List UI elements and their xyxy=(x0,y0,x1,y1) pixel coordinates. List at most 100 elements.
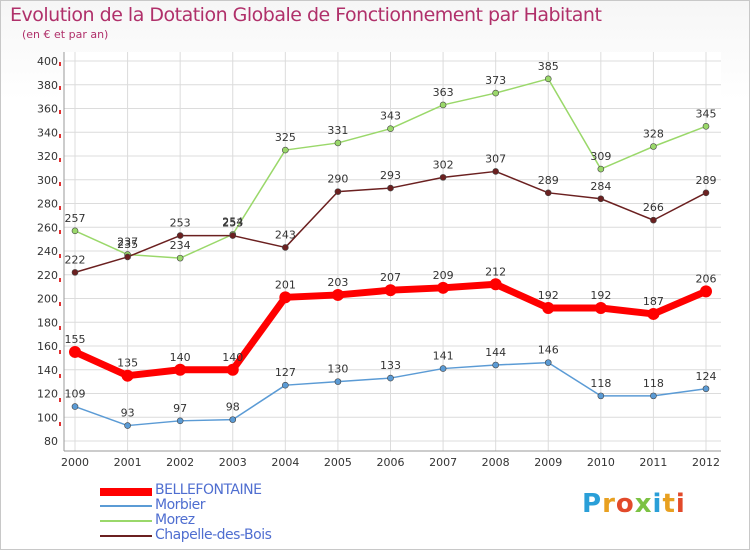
data-point xyxy=(489,278,502,291)
data-point xyxy=(124,422,131,429)
data-label: 237 xyxy=(117,236,138,249)
data-point xyxy=(542,302,555,314)
data-label: 97 xyxy=(173,402,187,415)
data-point xyxy=(334,139,342,147)
data-label: 127 xyxy=(275,366,296,379)
legend-swatch-bellefontaine xyxy=(100,488,152,496)
data-point xyxy=(282,381,289,389)
x-tick-label: 2008 xyxy=(482,456,510,469)
data-point xyxy=(650,216,657,224)
x-tick-label: 2005 xyxy=(324,456,352,469)
legend-swatch-morbier xyxy=(100,505,152,507)
data-label: 266 xyxy=(643,201,664,214)
data-label: 290 xyxy=(327,173,348,186)
data-label: 135 xyxy=(117,357,138,370)
data-label: 254 xyxy=(222,215,243,228)
logo-letter: r xyxy=(602,489,616,519)
data-point xyxy=(387,125,394,132)
data-point xyxy=(174,363,187,376)
data-point xyxy=(229,416,237,423)
data-label: 140 xyxy=(170,351,191,364)
chart-title: Evolution de la Dotation Globale de Fonc… xyxy=(10,4,602,26)
logo-letter: o xyxy=(615,489,635,519)
y-tick-label: 340 xyxy=(37,126,58,139)
data-label: 141 xyxy=(433,350,454,363)
data-point xyxy=(492,168,499,175)
y-tick-label: 100 xyxy=(37,411,58,424)
data-point xyxy=(544,189,552,197)
data-point xyxy=(384,284,397,297)
data-point xyxy=(229,232,237,239)
data-point xyxy=(492,89,499,97)
data-label: 253 xyxy=(170,217,191,230)
y-tick-label: 300 xyxy=(37,174,58,187)
data-point xyxy=(544,359,552,366)
y-tick-label: 160 xyxy=(37,340,58,353)
data-point xyxy=(439,365,447,372)
y-tick-label: 180 xyxy=(37,316,58,329)
x-tick-label: 2001 xyxy=(114,456,142,469)
legend-label-bellefontaine: BELLEFONTAINE xyxy=(155,482,262,498)
data-label: 289 xyxy=(538,174,559,187)
data-label: 192 xyxy=(538,289,559,302)
data-label: 257 xyxy=(65,212,86,225)
x-tick-label: 2011 xyxy=(639,456,667,469)
legend-label-morbier: Morbier xyxy=(155,497,206,513)
data-label: 343 xyxy=(380,110,401,123)
logo-letter: i xyxy=(675,489,686,519)
data-point xyxy=(121,369,134,382)
data-label: 293 xyxy=(380,169,401,182)
data-point xyxy=(334,188,342,195)
chart-subtitle: (en € et par an) xyxy=(22,28,109,41)
data-point xyxy=(702,189,710,197)
data-label: 331 xyxy=(327,124,348,137)
data-label: 130 xyxy=(327,363,348,376)
data-label: 325 xyxy=(275,131,296,144)
y-tick-label: 380 xyxy=(37,79,58,92)
data-point xyxy=(647,307,660,320)
legend-item-chapelle-des-bois: Chapelle-des-Bois xyxy=(100,527,360,544)
y-tick-label: 280 xyxy=(37,198,58,211)
x-tick-label: 2012 xyxy=(692,456,720,469)
data-label: 345 xyxy=(696,107,717,120)
legend-item-morez: Morez xyxy=(100,512,360,529)
data-point xyxy=(387,184,394,192)
data-point xyxy=(439,101,447,109)
data-point xyxy=(71,403,79,410)
y-tick-label: 400 xyxy=(37,55,58,68)
logo-letter: i xyxy=(652,489,663,519)
proxiti-logo: Proxiti xyxy=(582,489,686,519)
data-point xyxy=(650,392,657,400)
data-label: 203 xyxy=(327,276,348,289)
logo-letter: x xyxy=(634,489,653,519)
data-point xyxy=(700,285,712,298)
data-label: 187 xyxy=(643,295,664,308)
data-point xyxy=(597,392,605,400)
data-point xyxy=(597,195,605,203)
data-label: 243 xyxy=(275,228,296,241)
data-label: 155 xyxy=(65,333,86,346)
legend-swatch-morez xyxy=(100,520,152,522)
data-label: 209 xyxy=(433,269,454,282)
data-label: 253 xyxy=(222,217,243,230)
y-tick-label: 240 xyxy=(37,245,58,258)
data-label: 192 xyxy=(590,289,611,302)
legend-item-bellefontaine: BELLEFONTAINE xyxy=(100,482,360,499)
data-label: 234 xyxy=(170,239,191,252)
data-label: 373 xyxy=(485,74,506,87)
data-point xyxy=(437,281,450,294)
data-point xyxy=(492,361,499,369)
data-label: 133 xyxy=(380,359,401,372)
data-point xyxy=(702,123,710,130)
data-point xyxy=(176,417,184,425)
data-label: 363 xyxy=(433,86,454,99)
x-tick-label: 2004 xyxy=(271,456,299,469)
x-tick-label: 2010 xyxy=(587,456,615,469)
data-point xyxy=(279,291,292,304)
data-point xyxy=(71,269,79,276)
data-point xyxy=(594,302,607,314)
data-point xyxy=(282,244,289,251)
data-label: 124 xyxy=(696,370,717,383)
x-tick-label: 2002 xyxy=(166,456,194,469)
